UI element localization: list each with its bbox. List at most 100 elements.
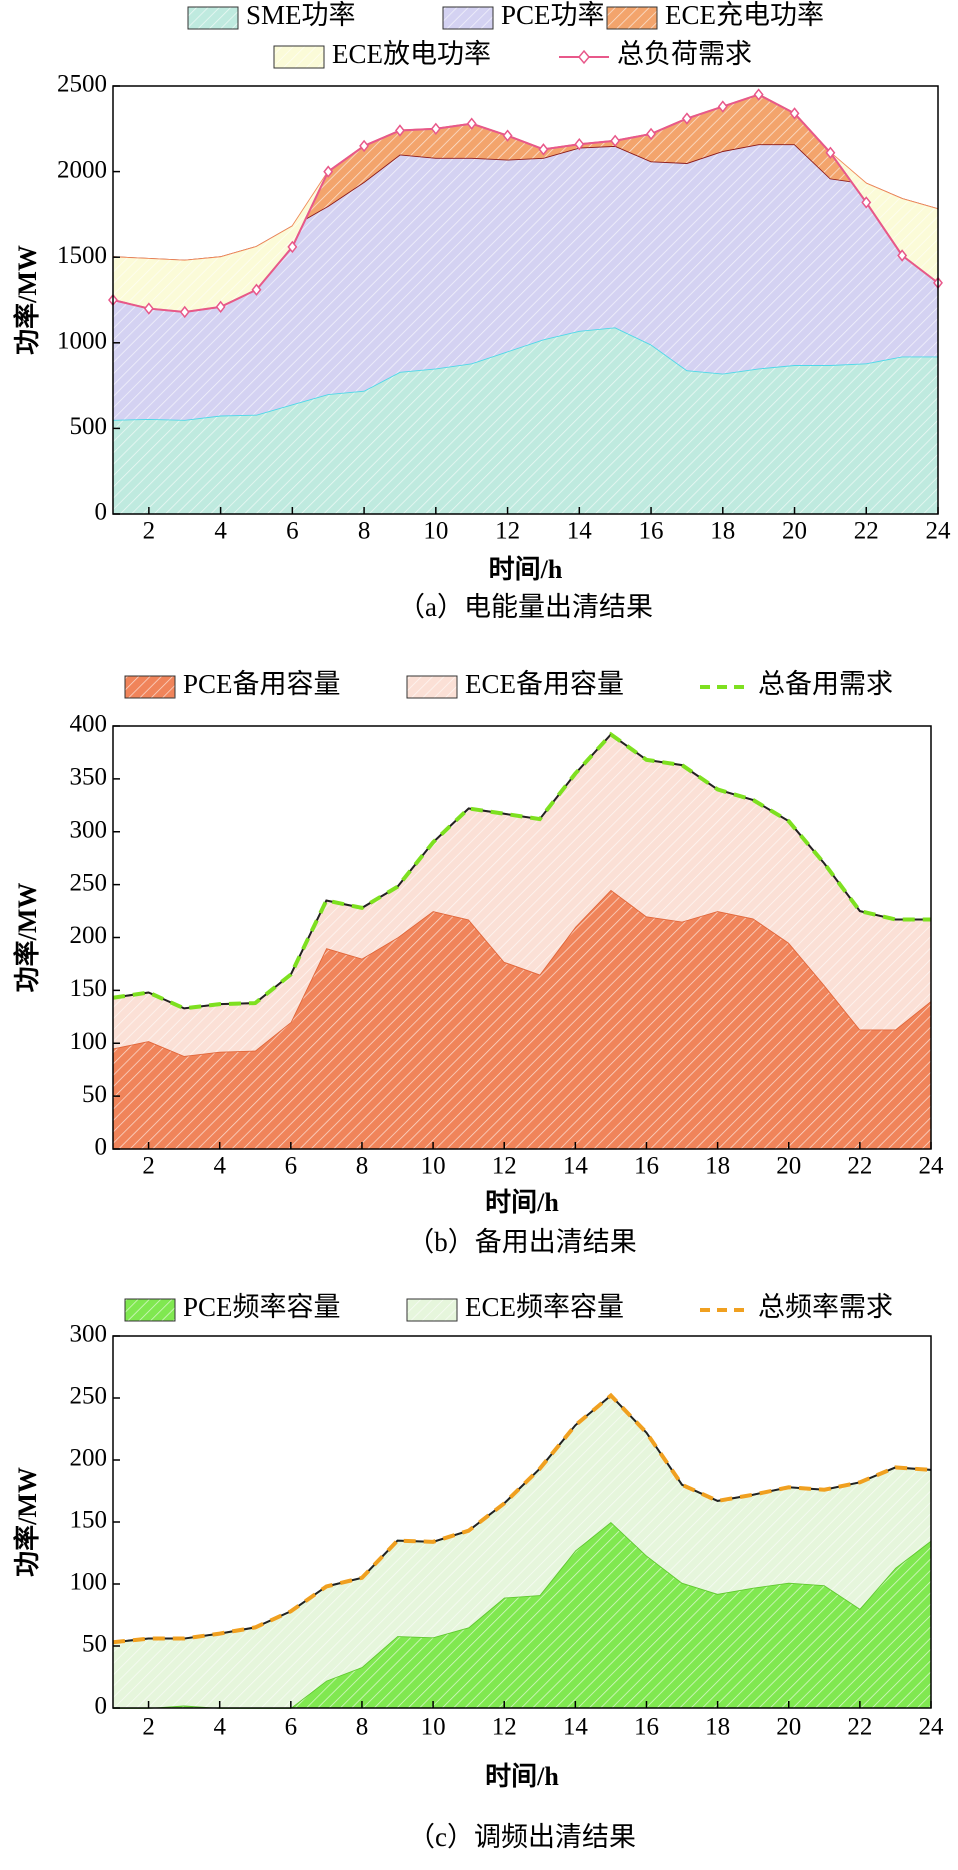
legend-label: 总备用需求 — [758, 669, 893, 699]
legend-label: PCE备用容量 — [183, 669, 341, 699]
legend-label: PCE功率 — [501, 0, 605, 30]
legend-label: ECE频率容量 — [465, 1292, 624, 1322]
y-axis-label: 功率/MW — [12, 1467, 42, 1577]
x-tick-label: 18 — [705, 1153, 730, 1180]
legend-swatch — [606, 6, 658, 30]
x-axis-label: 时间/h — [485, 1188, 559, 1217]
caption: （c）调频出清结果 — [408, 1822, 636, 1852]
marker — [789, 107, 800, 120]
legend-label: ECE放电功率 — [332, 39, 491, 69]
legend-swatch — [187, 6, 239, 30]
y-tick-label: 400 — [70, 711, 108, 738]
x-tick-label: 12 — [492, 1153, 517, 1180]
x-tick-label: 20 — [776, 1714, 801, 1741]
plot-frame — [112, 85, 939, 515]
caption: （b）备用出清结果 — [407, 1227, 637, 1257]
marker — [825, 146, 836, 159]
marker — [538, 143, 549, 156]
y-tick-label: 300 — [70, 1321, 108, 1348]
x-tick-label: 22 — [854, 518, 879, 545]
marker — [897, 249, 908, 262]
legend-label: PCE频率容量 — [183, 1292, 341, 1322]
x-tick-label: 10 — [421, 1714, 446, 1741]
x-tick-label: 14 — [567, 518, 593, 545]
y-tick-label: 150 — [70, 1507, 108, 1534]
marker — [215, 300, 226, 314]
x-tick-label: 10 — [423, 518, 448, 545]
marker — [574, 138, 585, 151]
marker — [717, 100, 728, 113]
x-tick-label: 18 — [705, 1714, 730, 1741]
legend-label: ECE备用容量 — [465, 669, 624, 699]
x-tick-label: 22 — [847, 1714, 872, 1741]
x-tick-label: 14 — [563, 1153, 589, 1180]
x-tick-label: 6 — [286, 518, 299, 545]
legend-swatch — [406, 675, 458, 699]
y-tick-label: 1000 — [57, 328, 107, 355]
x-tick-label: 4 — [213, 1714, 226, 1741]
x-tick-label: 4 — [213, 1153, 226, 1180]
area — [113, 94, 938, 312]
caption: （a）电能量出清结果 — [398, 592, 653, 622]
legend-label: ECE充电功率 — [665, 0, 824, 30]
legend-swatch — [273, 45, 325, 69]
y-tick-label: 100 — [70, 1569, 108, 1596]
line-under — [112, 1394, 932, 1644]
legend-label: 总频率需求 — [758, 1292, 893, 1322]
y-tick-label: 300 — [70, 816, 108, 843]
area — [113, 1395, 931, 1708]
y-tick-label: 250 — [70, 869, 108, 896]
marker — [430, 122, 441, 136]
x-axis-label: 时间/h — [489, 555, 563, 584]
area — [113, 327, 938, 514]
x-tick-label: 6 — [285, 1714, 298, 1741]
x-axis-label: 时间/h — [485, 1762, 559, 1791]
y-tick-label: 200 — [70, 922, 108, 949]
marker — [143, 302, 154, 315]
line — [112, 731, 931, 1011]
x-tick-label: 24 — [919, 1714, 945, 1741]
x-tick-label: 8 — [356, 1153, 369, 1180]
area — [113, 1522, 931, 1708]
marker — [502, 129, 513, 142]
area — [113, 889, 931, 1149]
marker — [681, 112, 692, 125]
x-tick-label: 2 — [143, 518, 156, 545]
x-tick-label: 16 — [634, 1714, 659, 1741]
y-tick-label: 500 — [70, 413, 108, 440]
x-tick-label: 16 — [634, 1153, 659, 1180]
x-tick-label: 22 — [847, 1153, 872, 1180]
x-tick-label: 12 — [495, 518, 520, 545]
x-tick-label: 20 — [782, 518, 807, 545]
marker — [394, 124, 405, 137]
legend-swatch — [442, 6, 494, 30]
marker — [861, 196, 872, 209]
x-tick-label: 24 — [926, 518, 952, 545]
y-tick-label: 350 — [70, 764, 108, 791]
legend-swatch — [406, 1298, 458, 1322]
y-tick-label: 50 — [82, 1081, 107, 1108]
x-tick-label: 10 — [421, 1153, 446, 1180]
y-tick-label: 100 — [70, 1028, 108, 1055]
legend-swatch — [124, 675, 176, 699]
y-tick-label: 2000 — [57, 156, 107, 183]
y-tick-label: 0 — [95, 499, 108, 526]
y-tick-label: 0 — [95, 1134, 108, 1161]
y-tick-label: 50 — [82, 1631, 107, 1658]
x-tick-label: 14 — [563, 1714, 589, 1741]
x-tick-label: 18 — [710, 518, 735, 545]
y-tick-label: 0 — [95, 1693, 108, 1720]
x-tick-label: 8 — [358, 518, 371, 545]
y-tick-label: 250 — [70, 1383, 108, 1410]
marker — [753, 88, 764, 101]
y-tick-label: 2500 — [57, 71, 107, 98]
legend-marker — [578, 49, 590, 65]
x-tick-label: 20 — [776, 1153, 801, 1180]
x-tick-label: 16 — [639, 518, 664, 545]
x-tick-label: 8 — [356, 1714, 369, 1741]
y-axis-label: 功率/MW — [12, 245, 42, 355]
area — [113, 144, 938, 420]
marker — [610, 134, 621, 147]
